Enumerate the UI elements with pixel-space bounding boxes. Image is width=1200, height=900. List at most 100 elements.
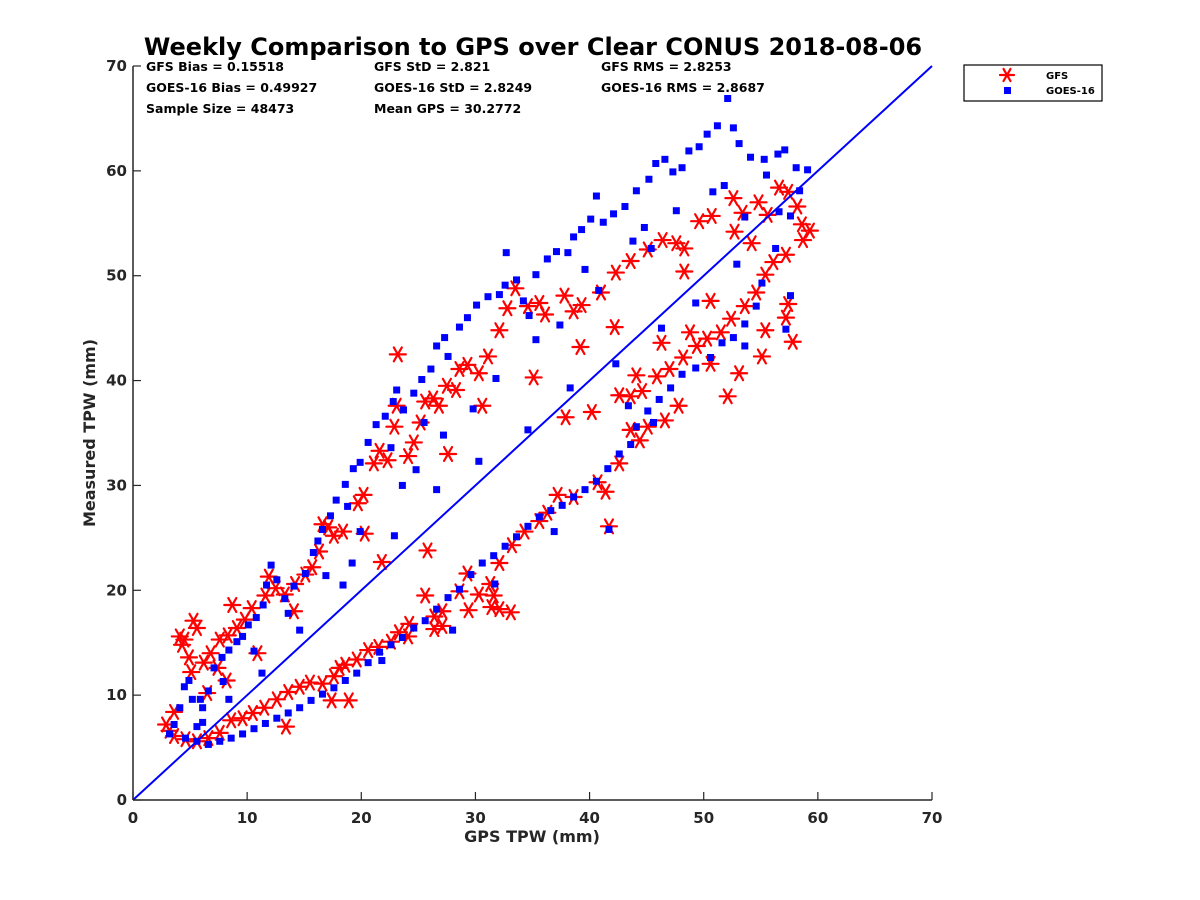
gfs-point <box>572 297 591 314</box>
goes16-point <box>657 324 665 332</box>
goes16-point <box>733 260 741 268</box>
goes16-point <box>196 695 204 703</box>
goes16-point <box>296 626 304 634</box>
goes16-point <box>610 210 618 218</box>
goes16-point <box>772 244 780 252</box>
goes16-point <box>341 480 349 488</box>
goes16-point <box>655 395 663 403</box>
goes16-point <box>398 481 406 489</box>
goes16-point <box>225 646 233 654</box>
goes16-point <box>259 601 267 609</box>
gfs-point <box>735 298 754 315</box>
goes16-point <box>185 676 193 684</box>
goes16-point <box>421 617 429 625</box>
y-tick-label: 70 <box>106 57 127 75</box>
y-tick-label: 50 <box>106 267 127 285</box>
goes16-point <box>344 502 352 510</box>
goes16-point <box>410 624 418 632</box>
y-tick-label: 20 <box>106 581 127 599</box>
gfs-point <box>418 542 437 559</box>
goes16-point <box>724 95 732 103</box>
x-tick-label: 60 <box>807 809 828 827</box>
goes16-point <box>314 537 322 545</box>
goes16-point <box>502 249 510 257</box>
gfs-point <box>675 240 694 257</box>
gfs-point <box>187 620 207 637</box>
goes16-point <box>782 325 790 333</box>
gfs-point <box>621 253 640 270</box>
gfs-point <box>424 390 443 407</box>
stat-mean-gps: Mean GPS = 30.2772 <box>374 101 521 116</box>
gfs-point <box>354 486 373 503</box>
legend: GFS GOES-16 <box>963 64 1103 102</box>
x-tick-label: 30 <box>465 809 486 827</box>
gfs-point <box>227 620 246 637</box>
goes16-point <box>444 352 452 360</box>
goes16-point <box>644 407 652 415</box>
gfs-point <box>655 412 675 429</box>
gfs-point <box>524 369 543 386</box>
goes16-point <box>204 687 212 695</box>
goes16-point <box>632 423 640 431</box>
goes16-point <box>627 441 635 449</box>
gfs-point <box>605 319 624 336</box>
goes16-point <box>301 570 309 578</box>
goes16-point <box>703 130 711 138</box>
gfs-point <box>701 292 720 309</box>
gfs-point <box>653 232 672 249</box>
goes16-point <box>678 370 686 378</box>
goes16-point <box>741 342 749 350</box>
goes16-point <box>796 187 804 195</box>
stat-goes16-std: GOES-16 StD = 2.8249 <box>374 80 532 95</box>
goes16-point <box>233 638 241 646</box>
goes16-point <box>661 155 669 163</box>
goes16-point <box>775 208 783 216</box>
gfs-point <box>610 387 629 404</box>
goes16-point <box>356 528 364 536</box>
goes16-point <box>244 621 252 629</box>
goes16-point <box>250 647 258 655</box>
goes16-point <box>615 450 623 458</box>
goes16-point <box>570 233 578 241</box>
goes16-point <box>519 297 527 305</box>
gfs-point <box>398 448 418 465</box>
goes16-point <box>621 203 629 211</box>
goes16-point <box>781 146 789 154</box>
goes16-point <box>398 633 406 641</box>
goes16-point <box>786 292 794 300</box>
gfs-point <box>680 324 700 341</box>
goes16-point <box>393 386 401 394</box>
goes16-point <box>592 192 600 200</box>
goes16-point <box>199 704 207 712</box>
gfs-point <box>776 246 795 263</box>
goes16-point <box>525 312 533 320</box>
goes16-point <box>318 690 326 698</box>
gfs-point <box>388 346 407 363</box>
goes16-point <box>581 486 589 494</box>
goes16-point <box>587 215 595 223</box>
gfs-point <box>182 664 201 681</box>
gfs-point <box>473 397 492 414</box>
goes16-point <box>239 632 247 640</box>
goes16-point <box>581 265 589 273</box>
goes16-point <box>364 438 372 446</box>
gfs-point <box>446 381 466 399</box>
gfs-point <box>201 645 220 662</box>
goes16-point <box>412 466 420 474</box>
goes16-point <box>760 155 768 163</box>
stat-goes16-bias: GOES-16 Bias = 0.49927 <box>146 80 317 95</box>
goes16-point <box>475 457 483 465</box>
gfs-point <box>555 287 574 304</box>
goes16-point <box>326 512 334 520</box>
gfs-point <box>674 349 693 366</box>
gfs-point <box>702 207 721 224</box>
goes16-point <box>478 559 486 567</box>
goes16-point <box>387 641 395 649</box>
legend-box <box>963 64 1103 102</box>
goes16-point <box>595 286 603 294</box>
gfs-point <box>788 198 807 215</box>
goes16-point <box>427 365 435 373</box>
goes16-point <box>501 281 509 289</box>
goes16-point <box>444 594 452 602</box>
